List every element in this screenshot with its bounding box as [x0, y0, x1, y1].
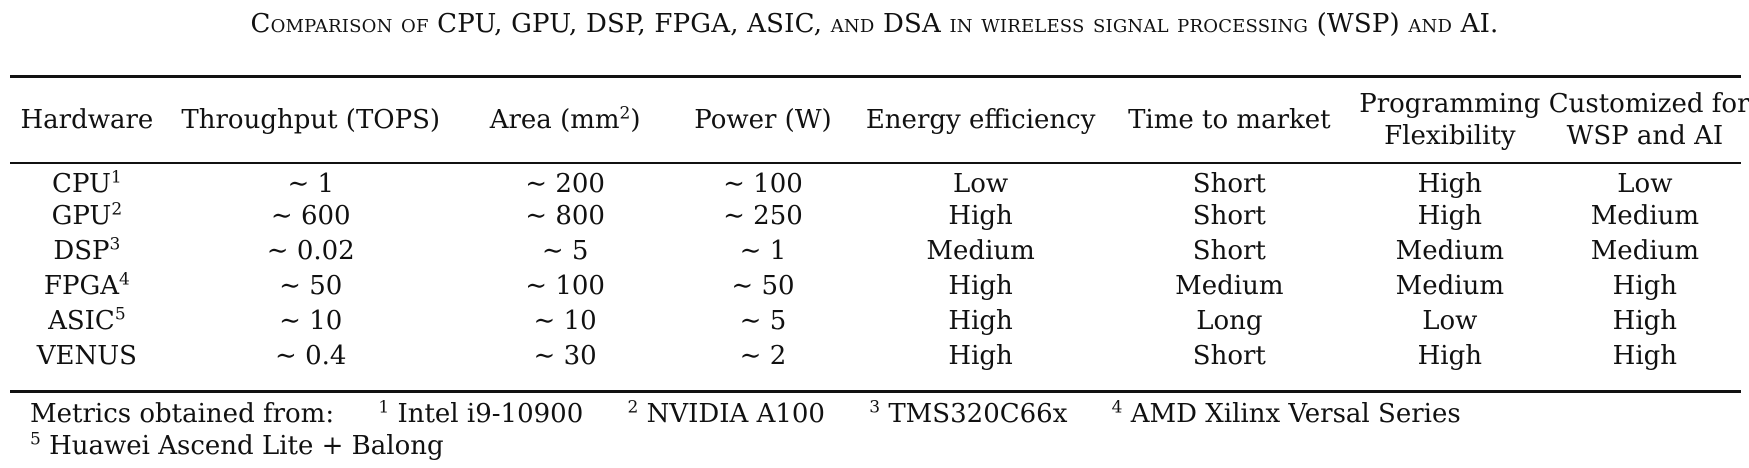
- cell-flexibility: High: [1417, 340, 1483, 371]
- cell-throughput: ∼ 0.02: [266, 235, 355, 266]
- cell-power: ∼ 2: [739, 340, 787, 371]
- col-header-hardware: Hardware: [20, 105, 154, 135]
- cell-time-to-market: Long: [1196, 305, 1263, 336]
- table-body: CPU1 ∼ 1 ∼ 200 ∼ 100 Low Short High Low …: [10, 162, 1741, 373]
- cell-hardware: VENUS: [36, 340, 137, 371]
- cell-power: ∼ 250: [723, 200, 803, 231]
- col-header-power: Power (W): [694, 105, 832, 135]
- col-header-throughput: Throughput (TOPS): [181, 105, 441, 135]
- cell-area: ∼ 30: [533, 340, 597, 371]
- cell-hardware: CPU1: [52, 167, 122, 199]
- cell-area: ∼ 5: [541, 235, 589, 266]
- table-caption: Comparison of CPU, GPU, DSP, FPGA, ASIC,…: [250, 9, 1499, 39]
- col-header-area: Area (mm2): [489, 103, 641, 135]
- cell-power: ∼ 50: [731, 270, 795, 301]
- cell-customized: High: [1612, 270, 1678, 301]
- footnote-item: 5 Huawei Ascend Lite + Balong: [30, 429, 444, 461]
- header-row: Hardware Throughput (TOPS) Area (mm2) Po…: [10, 78, 1749, 162]
- cell-throughput: ∼ 10: [279, 305, 343, 336]
- cell-area: ∼ 10: [533, 305, 597, 336]
- cell-energy: High: [948, 340, 1013, 371]
- footnote-lead: Metrics obtained from:: [30, 399, 335, 429]
- col-header-time-to-market: Time to market: [1128, 105, 1331, 135]
- cell-time-to-market: Short: [1192, 200, 1266, 231]
- cell-flexibility: High: [1417, 200, 1483, 231]
- cell-customized: Medium: [1590, 235, 1700, 266]
- table-row: ASIC5 ∼ 10 ∼ 10 ∼ 5 High Long Low High: [10, 303, 1741, 338]
- footnote-item: 1 Intel i9-10900: [378, 397, 584, 429]
- cell-area: ∼ 200: [525, 169, 605, 199]
- cell-throughput: ∼ 1: [287, 169, 335, 199]
- cell-flexibility: Low: [1422, 305, 1478, 336]
- cell-customized: Low: [1617, 169, 1673, 199]
- cell-energy: High: [948, 270, 1013, 301]
- table-header: Hardware Throughput (TOPS) Area (mm2) Po…: [10, 78, 1749, 162]
- footnote-line: 5 Huawei Ascend Lite + Balong: [30, 430, 1730, 462]
- table-row: CPU1 ∼ 1 ∼ 200 ∼ 100 Low Short High Low: [10, 162, 1741, 198]
- table-row: FPGA4 ∼ 50 ∼ 100 ∼ 50 High Medium Medium…: [10, 268, 1741, 303]
- cell-hardware: FPGA4: [43, 269, 130, 301]
- cell-time-to-market: Short: [1192, 235, 1266, 266]
- col-header-customized: Customized for WSP and AI: [1548, 89, 1749, 151]
- comparison-table: Hardware Throughput (TOPS) Area (mm2) Po…: [10, 78, 1749, 373]
- header-rule: [10, 162, 1741, 164]
- footnote-item: 2 NVIDIA A100: [627, 397, 825, 429]
- col-header-energy-efficiency: Energy efficiency: [865, 105, 1096, 135]
- cell-flexibility: Medium: [1395, 270, 1504, 301]
- cell-throughput: ∼ 50: [279, 270, 343, 301]
- cell-energy: High: [948, 305, 1013, 336]
- cell-throughput: ∼ 600: [270, 200, 351, 231]
- footnote-line: Metrics obtained from: 1 Intel i9-10900 …: [30, 398, 1730, 430]
- bottom-rule: [10, 390, 1741, 393]
- cell-area: ∼ 100: [525, 270, 605, 301]
- cell-power: ∼ 100: [723, 169, 803, 199]
- table-row: GPU2 ∼ 600 ∼ 800 ∼ 250 High Short High M…: [10, 198, 1741, 233]
- cell-time-to-market: Medium: [1175, 270, 1284, 301]
- cell-throughput: ∼ 0.4: [275, 340, 347, 371]
- col-header-programming-flexibility: Programming Flexibility: [1359, 89, 1541, 151]
- cell-customized: High: [1612, 305, 1678, 336]
- cell-energy: High: [948, 200, 1013, 231]
- table-footnotes: Metrics obtained from: 1 Intel i9-10900 …: [30, 398, 1730, 462]
- cell-customized: Medium: [1590, 200, 1700, 231]
- footnote-item: 4 AMD Xilinx Versal Series: [1111, 397, 1461, 429]
- cell-hardware: GPU2: [51, 199, 123, 231]
- top-rule: [10, 75, 1741, 78]
- cell-hardware: ASIC5: [48, 304, 126, 336]
- cell-time-to-market: Short: [1192, 340, 1266, 371]
- cell-flexibility: High: [1417, 169, 1483, 199]
- footnote-item: 3 TMS320C66x: [869, 397, 1068, 429]
- cell-hardware: DSP3: [53, 234, 121, 266]
- cell-power: ∼ 5: [739, 305, 787, 336]
- cell-power: ∼ 1: [739, 235, 787, 266]
- table-row: DSP3 ∼ 0.02 ∼ 5 ∼ 1 Medium Short Medium …: [10, 233, 1741, 268]
- cell-time-to-market: Short: [1192, 169, 1266, 199]
- cell-energy: Medium: [926, 235, 1035, 266]
- cell-energy: Low: [953, 169, 1009, 199]
- cell-customized: High: [1612, 340, 1678, 371]
- table-row: VENUS ∼ 0.4 ∼ 30 ∼ 2 High Short High Hig…: [10, 338, 1741, 373]
- cell-flexibility: Medium: [1395, 235, 1504, 266]
- cell-area: ∼ 800: [525, 200, 605, 231]
